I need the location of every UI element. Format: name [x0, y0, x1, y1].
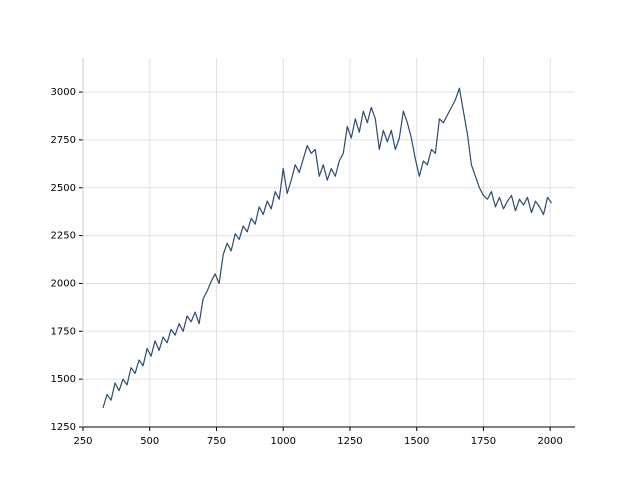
y-tick-label: 2750: [51, 135, 76, 146]
y-tick-label: 2500: [51, 183, 76, 194]
x-tick-label: 1000: [270, 436, 295, 447]
x-tick-label: 250: [73, 436, 92, 447]
x-tick-label: 750: [207, 436, 226, 447]
y-tick-label: 2000: [51, 278, 76, 289]
y-tick-label: 1500: [51, 374, 76, 385]
x-tick-label: 1500: [404, 436, 429, 447]
y-tick-label: 3000: [51, 87, 76, 98]
y-tick-label: 2250: [51, 231, 76, 242]
x-tick-label: 500: [140, 436, 159, 447]
y-tick-label: 1750: [51, 326, 76, 337]
line: [102, 87, 553, 409]
x-tick-label: 2000: [537, 436, 562, 447]
x-tick-label: 1250: [337, 436, 362, 447]
y-tick-label: 1250: [51, 422, 76, 433]
x-tick-label: 1750: [471, 436, 496, 447]
